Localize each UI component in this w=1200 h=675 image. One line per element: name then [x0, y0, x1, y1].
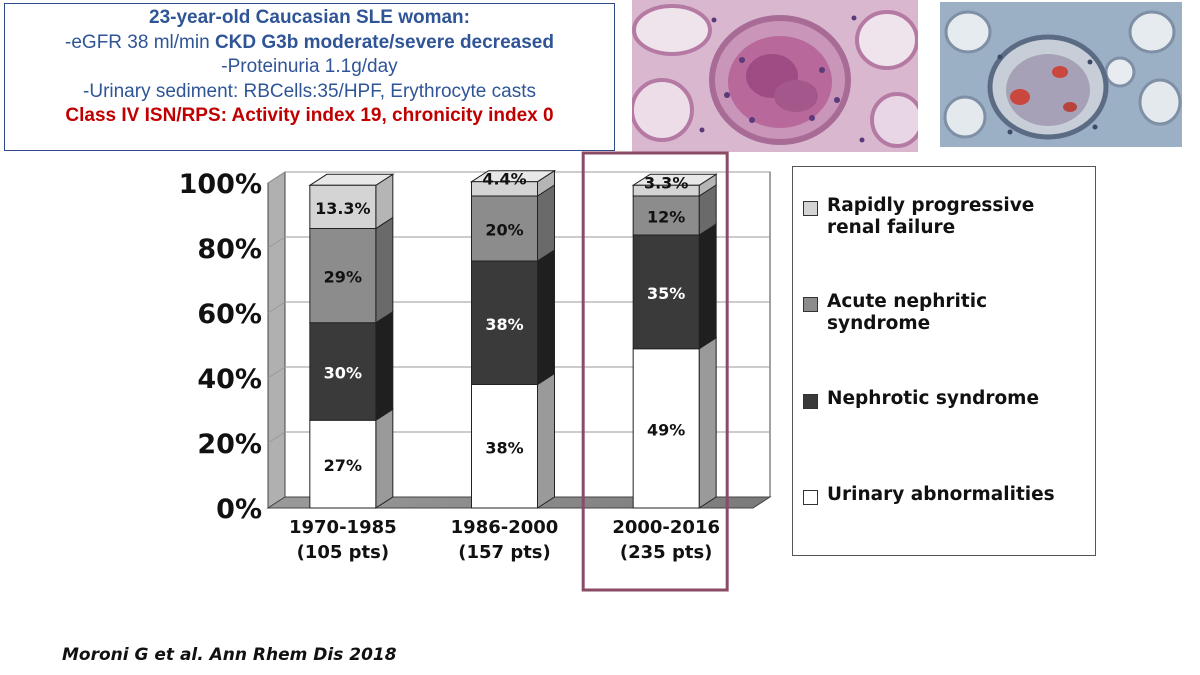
y-tick-label: 20%: [197, 429, 262, 460]
bar-segment-side: [537, 249, 555, 386]
bar-segment-side: [537, 372, 555, 509]
bar-segment: [632, 348, 700, 509]
y-tick-label: 60%: [197, 299, 262, 330]
case-egfr: -eGFR 38 ml/min CKD G3b moderate/severe …: [5, 31, 614, 56]
legend-swatch-nephrotic: [803, 394, 818, 409]
data-label: 4.4%: [482, 170, 526, 189]
data-label: 29%: [324, 268, 362, 287]
gridline-side: [267, 431, 286, 444]
highlight-box: [581, 151, 729, 592]
x-tick-label: (105 pts): [297, 542, 390, 563]
data-label: 38%: [485, 315, 523, 334]
legend-swatch-urinary: [803, 490, 818, 505]
y-tick-label: 80%: [197, 234, 262, 265]
x-tick-label: (235 pts): [620, 542, 713, 563]
case-proteinuria: -Proteinuria 1.1g/day: [221, 56, 398, 77]
case-sediment: -Urinary sediment: RBCells:35/HPF, Eryth…: [83, 80, 536, 102]
gridline-side: [267, 301, 286, 314]
bar-segment-side: [375, 216, 394, 324]
legend-item-urinary: Urinary abnormalities: [803, 484, 1055, 506]
bar-segment: [471, 260, 538, 385]
biopsy-image-he: [632, 0, 918, 152]
x-tick-label: 1986-2000: [451, 517, 559, 538]
data-label: 38%: [485, 438, 523, 457]
bar-segment: [309, 228, 377, 324]
bar-segment: [309, 184, 377, 229]
stacked-bar-chart: 0% 20% 40% 60% 80% 100% 27% 30% 29% 13.3% 1970-198…: [179, 151, 772, 592]
data-label: 35%: [647, 284, 685, 303]
y-tick-label: 40%: [197, 364, 262, 395]
legend-item-nephrotic: Nephrotic syndrome: [803, 388, 1039, 410]
chart-side-wall: [267, 171, 286, 509]
y-tick-label: 0%: [216, 494, 262, 525]
gridline-side: [267, 236, 286, 249]
bar-segment: [632, 195, 700, 236]
chart-bars: [308, 169, 718, 509]
bar-segment: [632, 184, 700, 197]
bar-segment: [471, 384, 538, 509]
x-tick-label: 1970-1985: [289, 517, 397, 538]
chart-text-labels: 0% 20% 40% 60% 80% 100% 27% 30% 29% 13.3% 1970-198…: [179, 169, 720, 563]
bar-segment-side: [375, 408, 394, 509]
legend-item-rapidly-progressive: Rapidly progressive renal failure: [803, 195, 1034, 239]
data-label: 27%: [324, 456, 362, 475]
legend-swatch-acute-nephritic: [803, 297, 818, 312]
data-label: 13.3%: [315, 199, 371, 218]
legend-item-acute-nephritic: Acute nephritic syndrome: [803, 291, 987, 335]
legend-label-nephrotic: Nephrotic syndrome: [827, 388, 1040, 409]
bar-segment-side: [537, 184, 555, 262]
bar-segment: [309, 419, 377, 509]
case-classification: Class IV ISN/RPS: Activity index 19, chr…: [65, 105, 554, 126]
data-label: 49%: [647, 420, 685, 439]
x-tick-label: (157 pts): [458, 542, 551, 563]
chart-legend: Rapidly progressive renal failure Acute …: [792, 166, 1096, 556]
data-label: 30%: [324, 364, 362, 383]
gridline-side: [267, 366, 286, 379]
bar-segment-side: [375, 310, 394, 422]
legend-label-urinary: Urinary abnormalities: [827, 484, 1055, 505]
legend-swatch-rapidly-progressive: [803, 201, 818, 216]
case-summary-box: 23-year-old Caucasian SLE woman: -eGFR 3…: [4, 3, 615, 151]
bar-segment: [309, 322, 377, 421]
bar-segment-side: [698, 223, 717, 350]
data-label: 3.3%: [644, 173, 688, 192]
data-label: 12%: [647, 208, 685, 227]
legend-label-rapidly-progressive: Rapidly progressive renal failure: [827, 195, 1035, 238]
egfr-ckd-stage: CKD G3b moderate/severe decreased: [214, 31, 554, 53]
bar-segment-side: [698, 336, 717, 509]
egfr-prefix: -eGFR 38 ml/min: [65, 31, 215, 53]
case-title: 23-year-old Caucasian SLE woman:: [149, 7, 470, 28]
bar-segment: [471, 195, 538, 262]
biopsy-image-trichrome: [940, 2, 1182, 147]
legend-label-acute-nephritic: Acute nephritic syndrome: [827, 291, 988, 334]
citation: Moroni G et al. Ann Rhem Dis 2018: [62, 645, 397, 665]
y-tick-label: 100%: [179, 169, 262, 200]
bar-segment: [471, 181, 538, 197]
data-label: 20%: [485, 221, 523, 240]
x-tick-label: 2000-2016: [612, 517, 720, 538]
gridline-side: [267, 171, 286, 184]
